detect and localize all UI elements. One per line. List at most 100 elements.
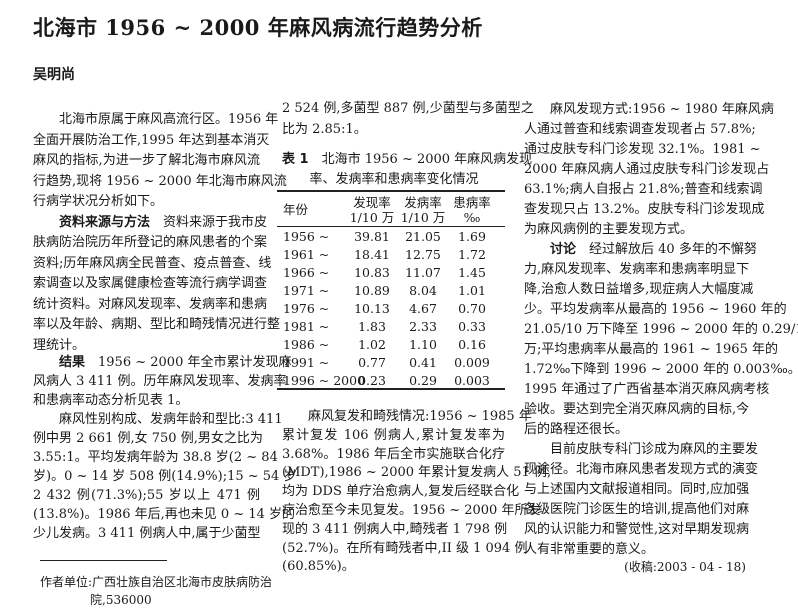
- table-cell: 11.07: [405, 265, 441, 280]
- table-cell: 1.02: [358, 337, 386, 352]
- text-line: 北海市原属于麻风高流行区。1956 年: [59, 112, 279, 127]
- table-header-cell: 发病率: [404, 195, 442, 210]
- text-line: 全面开展防治工作,1995 年达到基本消灭: [33, 132, 270, 148]
- text-line: 1.72‰下降到 1996 ~ 2000 年的 0.003‰。: [524, 362, 798, 377]
- table-caption-line-2: 率、发病率和患病率变化情况: [309, 172, 479, 187]
- table-bottom-rule: [277, 388, 505, 390]
- text-line: 统计资料。对麻风发现率、发病率和患病: [33, 296, 268, 312]
- text-line: 累计复发 106 例病人,累计复发率为: [282, 427, 505, 443]
- text-line: 后的路程还很长。: [524, 422, 629, 437]
- text-line: 结果 1956 ~ 2000 年全市累计发现麻: [33, 355, 291, 371]
- text-line: 岁)。0 ~ 14 岁 508 例(14.9%);15 ~ 54 岁: [33, 469, 297, 484]
- text-line: 行趋势,现将 1956 ~ 2000 年北海市麻风流: [33, 173, 287, 189]
- text-line: 目前皮肤专科门诊成为麻风的主要发: [550, 442, 759, 457]
- table-cell: 0.29: [409, 373, 437, 388]
- received-date: (收稿:2003 - 04 - 18): [624, 560, 746, 574]
- text-line: 3.55:1。平均发病年龄为 38.8 岁(2 ~ 84: [33, 450, 278, 465]
- text-line: 疗治愈至今未见复发。1956 ~ 2000 年所发: [282, 503, 541, 518]
- text-line: 风的认识能力和警觉性,这对早期发现病: [524, 522, 750, 537]
- table-cell: 1.01: [458, 283, 486, 298]
- table-row-year: 1981 ~: [283, 319, 330, 334]
- text-line: 3.68%。1986 年后全市实施联合化疗: [282, 446, 505, 462]
- text-line: (52.7%)。在所有畸残者中,II 级 1 094 例: [282, 540, 528, 556]
- table-header-cell: 发现率: [353, 195, 391, 210]
- table-header-rule: [277, 226, 505, 227]
- table-cell: 10.13: [354, 301, 390, 316]
- text-line: 少儿发病。3 411 例病人中,属于少菌型: [33, 526, 261, 541]
- text-line: 率以及年龄、病期、型比和畸残情况进行整: [33, 317, 281, 332]
- text-line: 麻风性别构成、发病年龄和型比:3 411: [59, 412, 283, 427]
- text-span: 1956 ~ 2000 年全市累计发现麻: [85, 355, 292, 370]
- table-cell: 0.33: [458, 319, 486, 334]
- text-line: (60.85%)。: [282, 559, 355, 575]
- table-cell: 1.72: [458, 247, 486, 262]
- table-row-year: 1971 ~: [283, 283, 330, 298]
- text-line: 查发现只占 13.2%。皮肤专科门诊发现成: [524, 202, 765, 217]
- text-line: 人有非常重要的意义。: [524, 542, 655, 557]
- table-cell: 4.67: [409, 301, 437, 316]
- text-line: 行病学状况分析如下。: [33, 194, 164, 209]
- text-line: 索调查以及家属健康检查等流行病学调查: [33, 276, 268, 291]
- text-line: 麻风的指标,为进一步了解北海市麻风流: [33, 153, 260, 168]
- text-line: 21.05/10 万下降至 1996 ~ 2000 年的 0.29/10: [524, 322, 798, 337]
- table-cell: 0.009: [454, 355, 490, 370]
- text-line: 各级医院门诊医生的培训,提高他们对麻: [524, 502, 750, 517]
- table-header-cell: 1/10 万: [400, 210, 446, 225]
- text-line: 63.1%;病人自报占 21.8%;普查和线索调: [524, 182, 763, 197]
- text-line: 力,麻风发现率、发病率和患病率明显下: [524, 262, 750, 277]
- article-title: 北海市 1956 ~ 2000 年麻风病流行趋势分析: [33, 15, 483, 40]
- table-header-cell: 患病率: [453, 195, 491, 210]
- text-line: 资料来源与方法 资料来源于我市皮: [33, 214, 267, 231]
- text-line: 麻风复发和畸残情况:1956 ~ 1985 年: [308, 409, 532, 424]
- table-top-rule: [277, 190, 505, 192]
- table-cell: 1.69: [458, 229, 486, 244]
- table-caption-line-1: 表 1 北海市 1956 ~ 2000 年麻风病发现: [282, 152, 532, 168]
- table-cell: 0.003: [454, 373, 490, 388]
- table-label: 表 1: [282, 152, 309, 167]
- table-cell: 10.83: [354, 265, 390, 280]
- text-line: 肤病防治院历年所登记的麻风患者的个案: [33, 235, 268, 250]
- text-span: 经过解放后 40 多年的不懈努: [576, 242, 757, 257]
- text-line: 和患病率动态分析见表 1。: [33, 393, 189, 408]
- text-line: 1995 年通过了广西省基本消灭麻风病考核: [524, 382, 770, 397]
- table-row-year: 1956 ~: [283, 229, 330, 244]
- table-cell: 1.83: [358, 319, 386, 334]
- text-line: 讨论 经过解放后 40 多年的不懈努: [524, 242, 757, 258]
- table-row-year: 1986 ~: [283, 337, 330, 352]
- table-row-year: 1991 ~: [283, 355, 330, 370]
- table-header-cell: 1/10 万: [349, 210, 395, 225]
- table-cell: 0.16: [458, 337, 486, 352]
- table-cell: 18.41: [354, 247, 390, 262]
- author-name: 吴明尚: [33, 67, 75, 83]
- section-heading: 结果: [59, 355, 86, 370]
- text-line: 均为 DDS 单疗治愈病人,复发后经联合化: [282, 484, 520, 500]
- text-line: (MDT),1986 ~ 2000 年累计复发病人 51 例,: [282, 465, 552, 481]
- text-span: 资料来源于我市皮: [150, 214, 268, 230]
- text-line: 例中男 2 661 例,女 750 例,男女之比为: [33, 431, 263, 446]
- text-line: (13.8%)。1986 年后,再也未见 0 ~ 14 岁的: [33, 507, 296, 522]
- table-cell: 10.89: [354, 283, 390, 298]
- author-affiliation: 作者单位:广西壮族自治区北海市皮肤病防治: [40, 575, 273, 589]
- table-cell: 0.23: [358, 373, 386, 388]
- text-line: 现途径。北海市麻风患者发现方式的演变: [524, 462, 759, 477]
- section-heading: 资料来源与方法: [59, 214, 151, 230]
- text-line: 与上述国内文献报道相同。同时,应加强: [524, 482, 750, 497]
- table-row-year: 1961 ~: [283, 247, 330, 262]
- table-header-cell: ‰: [463, 210, 481, 225]
- footnote-rule: [40, 560, 167, 561]
- table-row-year: 1966 ~: [283, 265, 330, 280]
- text-line: 现的 3 411 例病人中,畸残者 1 798 例: [282, 521, 508, 537]
- text-line: 验收。要达到完全消灭麻风病的目标,今: [524, 402, 750, 417]
- table-cell: 2.33: [409, 319, 437, 334]
- text-line: 2000 年麻风病人通过皮肤专科门诊发现占: [524, 162, 770, 177]
- table-cell: 21.05: [405, 229, 441, 244]
- text-line: 2 524 例,多菌型 887 例,少菌型与多菌型之: [282, 101, 534, 116]
- table-cell: 1.45: [458, 265, 486, 280]
- text-line: 2 432 例(71.3%);55 岁以上 471 例: [33, 488, 260, 503]
- table-cell: 0.77: [358, 355, 386, 370]
- text-line: 麻风发现方式:1956 ~ 1980 年麻风病: [550, 102, 774, 117]
- table-cell: 0.41: [409, 355, 437, 370]
- table-cell: 12.75: [405, 247, 441, 262]
- table-caption-text: 北海市 1956 ~ 2000 年麻风病发现: [321, 152, 533, 167]
- table-cell: 1.10: [409, 337, 437, 352]
